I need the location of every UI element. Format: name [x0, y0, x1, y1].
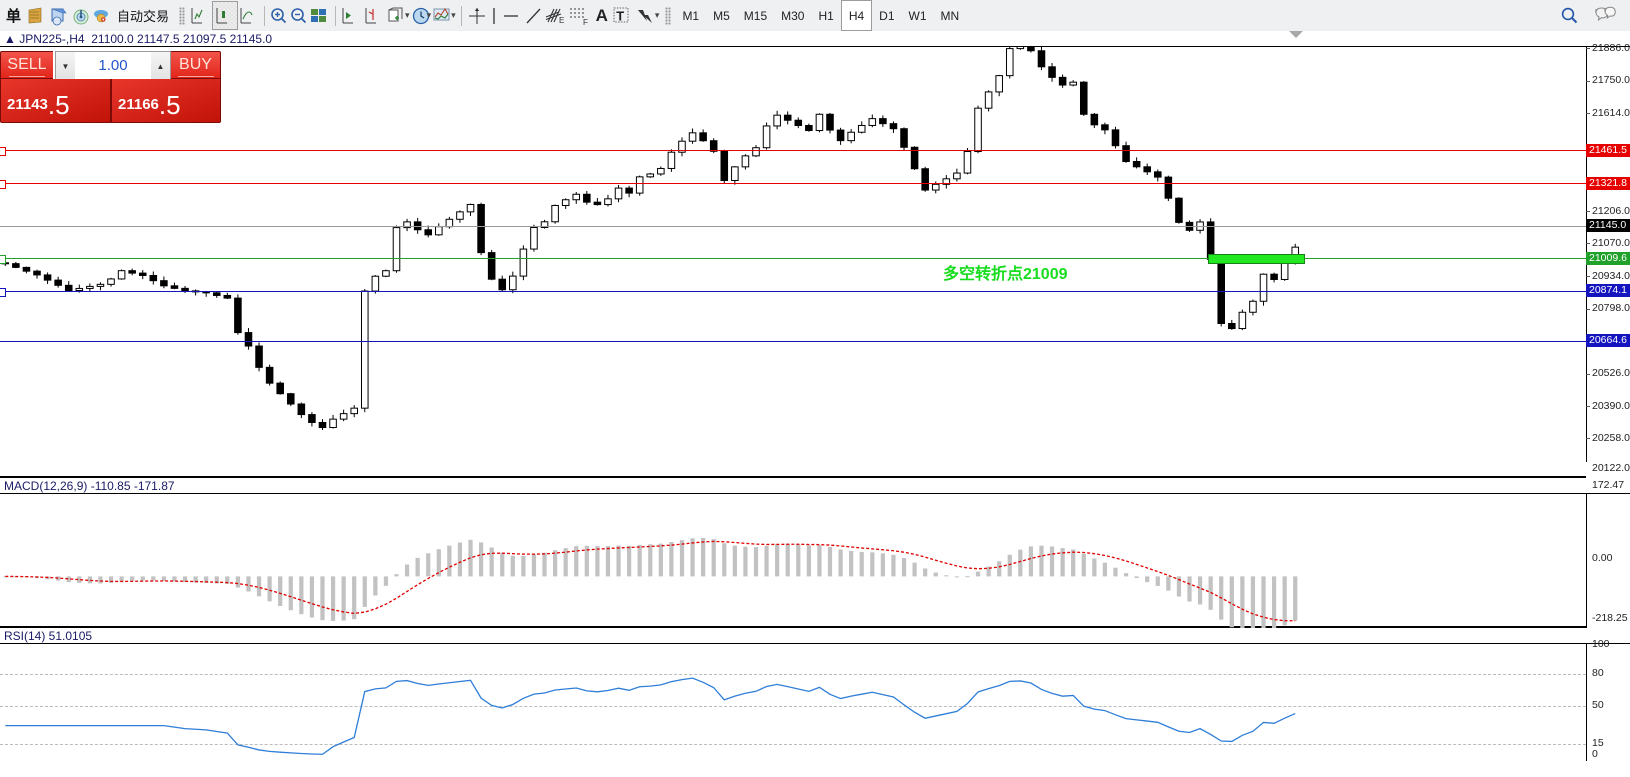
svg-text:T: T: [616, 8, 624, 23]
svg-text:F: F: [583, 18, 588, 26]
svg-text:E: E: [559, 16, 564, 25]
